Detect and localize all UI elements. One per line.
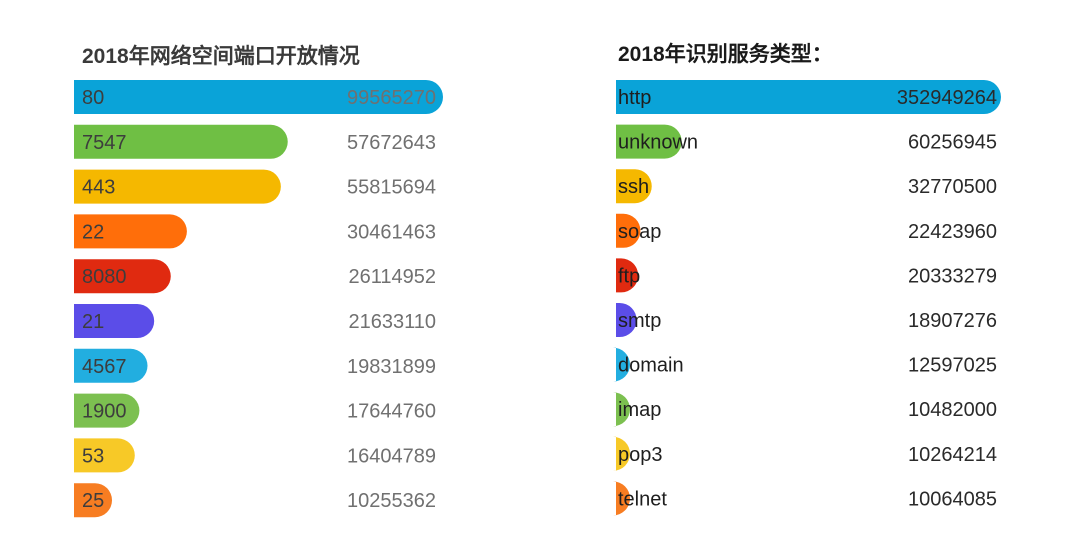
port-category-label: 80: [82, 87, 104, 109]
port-value-label: 55815694: [347, 177, 436, 199]
service-value-label: 10264214: [908, 444, 997, 466]
port-category-label: 22: [82, 221, 104, 243]
service-category-label: domain: [618, 355, 684, 377]
service-bar-http: [616, 80, 1001, 114]
service-category-label: unknown: [618, 132, 698, 154]
port-value-label: 10255362: [347, 490, 436, 512]
service-value-label: 10482000: [908, 399, 997, 421]
port-value-label: 19831899: [347, 356, 436, 378]
service-category-label: ssh: [618, 176, 649, 198]
service-value-label: 12597025: [908, 355, 997, 377]
port-category-label: 1900: [82, 401, 127, 423]
port-bar-22: [74, 214, 187, 249]
port-bar-80: [74, 80, 443, 114]
port-bar-4567: [74, 348, 148, 383]
service-bar-pop3: [613, 436, 630, 471]
port-category-label: 7547: [82, 132, 127, 154]
service-category-label: smtp: [618, 310, 661, 332]
service-bar-telnet: [613, 481, 630, 516]
service-bar-ftp: [616, 258, 639, 293]
port-category-label: 8080: [82, 266, 127, 288]
service-bar-ssh: [616, 169, 652, 204]
port-bar-8080: [74, 259, 171, 294]
port-value-label: 21633110: [349, 311, 437, 333]
port-bar-7547: [74, 124, 288, 159]
service-value-label: 60256945: [908, 132, 997, 154]
service-category-label: telnet: [618, 488, 667, 510]
service-chart-title: 2018年识别服务类型：: [618, 43, 833, 66]
service-category-label: imap: [618, 399, 661, 421]
service-value-label: 20333279: [908, 265, 997, 287]
service-category-label: pop3: [618, 444, 663, 466]
service-value-label: 22423960: [908, 221, 997, 243]
service-bar-soap: [616, 213, 641, 248]
port-category-label: 4567: [82, 356, 127, 378]
port-value-label: 99565270: [347, 87, 436, 109]
service-category-label: soap: [618, 221, 661, 243]
port-chart-panel: 2018年网络空间端口开放情况 80 99565270 7547 57672643 44…: [74, 0, 446, 560]
service-category-label: http: [618, 87, 651, 109]
port-value-label: 17644760: [347, 401, 436, 423]
service-value-label: 18907276: [908, 310, 997, 332]
service-bar-domain: [613, 347, 630, 382]
port-chart-title: 2018年网络空间端口开放情况: [82, 45, 360, 68]
port-bar-53: [74, 438, 135, 473]
port-category-label: 443: [82, 177, 115, 199]
service-chart-panel: 2018年识别服务类型： http 352949264 unknown 6025694…: [613, 0, 1006, 560]
service-bar-chart: http 352949264 unknown 60256945 ssh 32770500 s…: [613, 80, 1001, 516]
port-bar-443: [74, 169, 281, 204]
port-category-label: 21: [82, 311, 104, 333]
service-category-label: ftp: [618, 265, 640, 287]
port-value-label: 30461463: [347, 221, 436, 243]
service-value-label: 352949264: [897, 87, 997, 109]
service-bar-imap: [613, 392, 630, 427]
port-category-label: 53: [82, 445, 104, 467]
port-value-label: 26114952: [349, 266, 437, 288]
port-bar-25: [74, 483, 113, 518]
port-bar-21: [74, 304, 155, 338]
service-value-label: 10064085: [908, 488, 997, 510]
port-bar-1900: [74, 393, 140, 428]
service-bar-unknown: [616, 124, 682, 159]
port-category-label: 25: [82, 490, 104, 512]
port-value-label: 16404789: [347, 445, 436, 467]
service-value-label: 32770500: [908, 176, 997, 198]
service-bar-smtp: [616, 303, 637, 337]
port-value-label: 57672643: [347, 132, 436, 154]
port-bar-chart: 80 99565270 7547 57672643 443 55815694 22 30461…: [74, 80, 443, 518]
